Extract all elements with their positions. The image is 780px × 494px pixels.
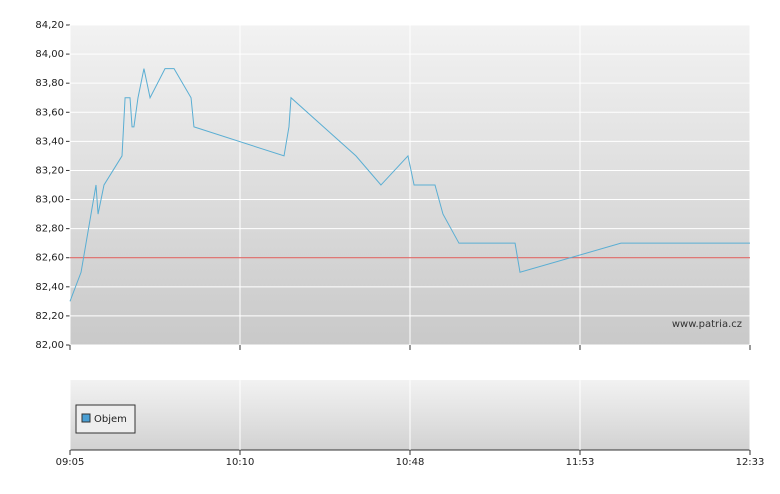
legend: [75, 404, 136, 434]
y-tick-label: 82,20: [35, 311, 64, 322]
x-tick-label: 12:33: [736, 457, 765, 468]
y-tick-label: 82,80: [35, 224, 64, 235]
price-line: [69, 68, 750, 302]
y-tick-label: 82,60: [35, 253, 64, 264]
y-tick-label: 84,20: [35, 20, 64, 31]
y-tick-label: 83,60: [35, 107, 64, 118]
watermark: www.patria.cz: [672, 319, 742, 330]
x-tick-label: 11:53: [566, 457, 595, 468]
legend-label: Objem: [94, 414, 127, 425]
y-tick-label: 84,00: [35, 49, 64, 60]
y-tick-label: 83,40: [35, 136, 64, 147]
x-tick-label: 09:05: [56, 457, 85, 468]
legend-swatch: [81, 413, 91, 423]
y-tick-label: 83,80: [35, 78, 64, 89]
y-tick-label: 83,20: [35, 165, 64, 176]
x-tick-label: 10:10: [226, 457, 255, 468]
y-tick-label: 82,40: [35, 282, 64, 293]
y-tick-label: 83,00: [35, 195, 64, 206]
x-tick-label: 10:48: [396, 457, 425, 468]
y-tick-label: 82,00: [35, 340, 64, 351]
